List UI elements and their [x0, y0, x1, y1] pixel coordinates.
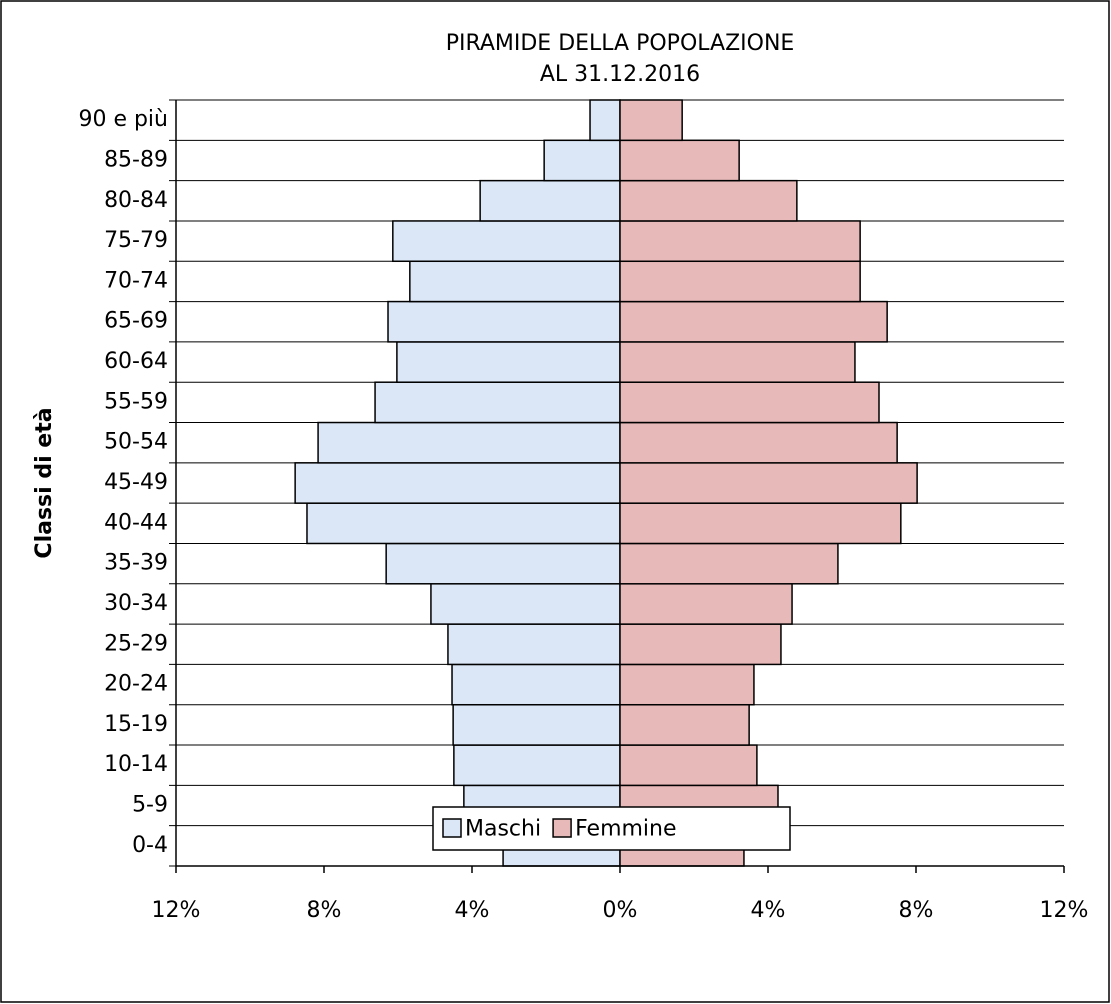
y-tick-label: 90 e più [78, 107, 168, 132]
y-tick-label: 55-59 [104, 389, 168, 414]
bar [543, 139, 621, 182]
bar [385, 542, 621, 585]
legend-label: Maschi [465, 817, 541, 842]
bar [619, 542, 839, 585]
bar [619, 341, 856, 383]
bar [619, 99, 683, 142]
bar [619, 260, 861, 303]
y-tick-label: 30-34 [104, 591, 168, 616]
legend-swatch [442, 818, 462, 838]
bar [619, 623, 782, 666]
bar [619, 703, 750, 746]
bar [392, 220, 621, 263]
y-tick-label: 50-54 [104, 430, 168, 455]
y-tick-label: 45-49 [104, 470, 168, 495]
y-tick-label: 10-14 [104, 752, 168, 777]
bar [619, 381, 880, 424]
y-tick-label: 15-19 [104, 712, 168, 737]
chart-subtitle: AL 31.12.2016 [540, 62, 700, 87]
bar [619, 220, 861, 263]
x-tick-label: 0% [603, 898, 638, 923]
bar [306, 502, 621, 545]
legend-swatch [552, 818, 572, 838]
bar [452, 703, 621, 746]
y-tick-label: 20-24 [104, 672, 168, 697]
y-tick-label: 65-69 [104, 309, 168, 334]
y-axis-label: Classi di età [32, 407, 57, 558]
bar [619, 421, 898, 464]
bar [619, 462, 918, 504]
bar [374, 381, 621, 424]
bar [451, 663, 621, 706]
legend-label: Femmine [575, 817, 676, 842]
bar [317, 421, 621, 464]
chart-title: PIRAMIDE DELLA POPOLAZIONE [446, 31, 795, 56]
bar [619, 583, 793, 625]
x-tick-label: 12% [1040, 898, 1089, 923]
bar [589, 99, 621, 142]
y-tick-label: 85-89 [104, 147, 168, 172]
bar [453, 744, 621, 787]
bar [387, 300, 621, 343]
bar [430, 583, 621, 625]
y-tick-label: 70-74 [104, 268, 168, 293]
bar [619, 139, 740, 182]
y-tick-label: 60-64 [104, 349, 168, 374]
bar [294, 462, 621, 504]
bar [409, 260, 621, 303]
y-tick-label: 40-44 [104, 510, 168, 535]
bar [619, 300, 888, 343]
x-tick-label: 8% [899, 898, 934, 923]
y-tick-label: 80-84 [104, 188, 168, 213]
bar [619, 179, 798, 222]
y-tick-label: 35-39 [104, 551, 168, 576]
y-tick-label: 0-4 [132, 833, 168, 858]
x-tick-label: 4% [751, 898, 786, 923]
legend-box [432, 806, 791, 851]
y-tick-label: 5-9 [132, 793, 168, 818]
bar [479, 179, 621, 222]
bar [619, 744, 758, 787]
x-tick-label: 4% [455, 898, 490, 923]
bar [447, 623, 621, 666]
y-tick-label: 25-29 [104, 631, 168, 656]
bar [396, 341, 621, 383]
x-tick-label: 8% [307, 898, 342, 923]
x-tick-label: 12% [152, 898, 201, 923]
bar [619, 502, 902, 545]
y-tick-label: 75-79 [104, 228, 168, 253]
bar [619, 663, 755, 706]
